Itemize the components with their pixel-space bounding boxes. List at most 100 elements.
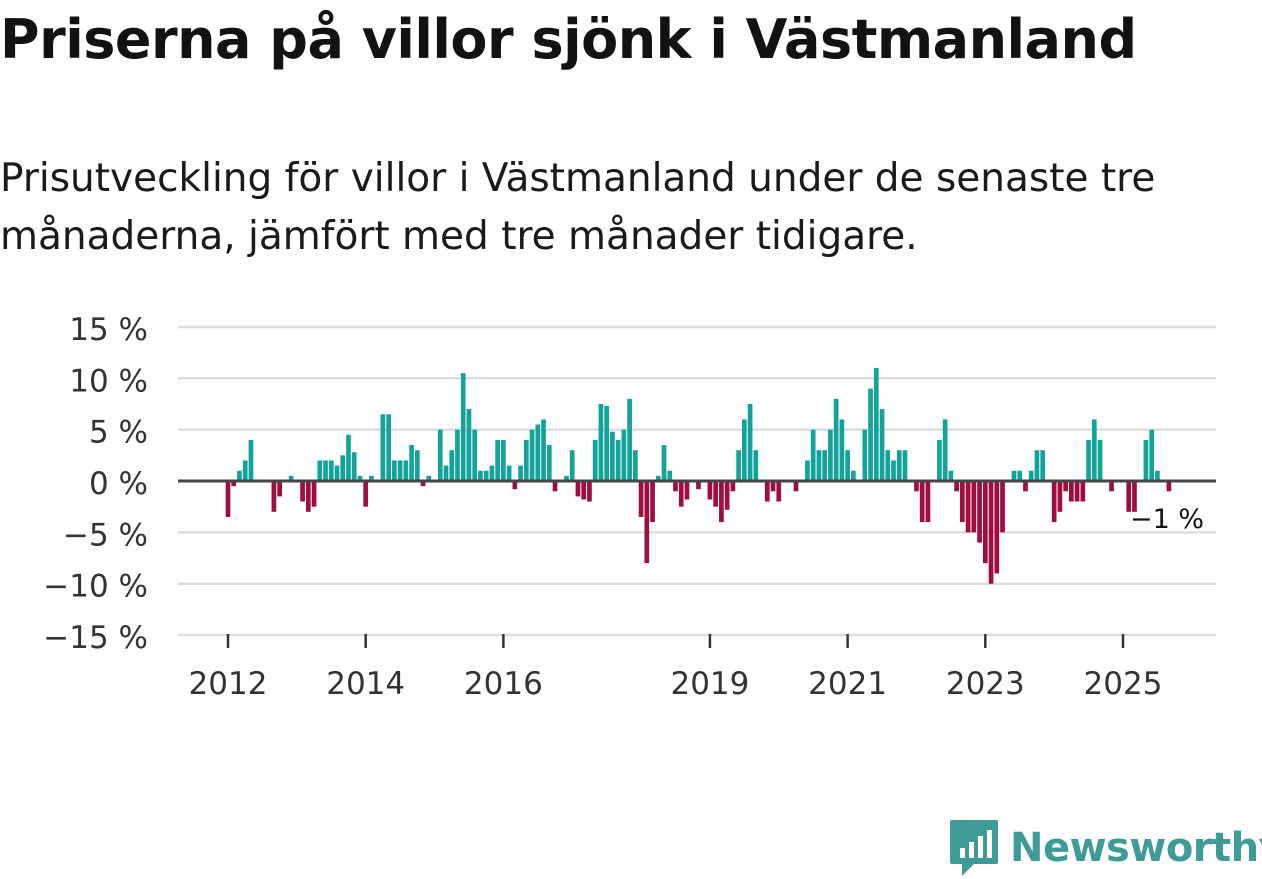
bar <box>673 481 678 492</box>
bar <box>902 450 908 481</box>
bar <box>661 445 667 482</box>
bar <box>1155 470 1160 481</box>
bar <box>696 481 701 490</box>
bar <box>569 450 575 481</box>
bar-chart: 15 % 10 % 5 % 0 % −5 % −10 % −15 % 2012 2014 2016… <box>43 312 1216 702</box>
bar <box>1080 481 1086 502</box>
bar <box>764 481 770 502</box>
bar <box>334 465 340 481</box>
bar <box>495 439 500 481</box>
bar <box>965 481 971 533</box>
bar <box>587 481 592 502</box>
bar <box>460 373 466 481</box>
y-tick-label: −15 % <box>43 620 148 656</box>
bar <box>747 403 753 481</box>
bar <box>604 406 609 481</box>
axis-layer: 15 % 10 % 5 % 0 % −5 % −10 % −15 % 2012 2014 2016… <box>43 312 1216 702</box>
x-tick-label: 2023 <box>946 666 1025 702</box>
bar <box>472 429 478 481</box>
bar <box>535 424 541 481</box>
bar <box>541 419 546 481</box>
bar <box>1051 481 1057 523</box>
bar <box>455 429 460 481</box>
bar <box>868 388 873 481</box>
bar <box>1040 450 1046 481</box>
bar <box>1000 481 1005 533</box>
bar <box>346 434 351 481</box>
bar <box>248 439 254 481</box>
bar <box>610 431 615 481</box>
x-tick-label: 2025 <box>1084 666 1163 702</box>
y-tick-label: −5 % <box>63 517 148 553</box>
bar <box>879 409 885 481</box>
bar <box>512 481 518 490</box>
bar <box>369 475 374 481</box>
bar <box>529 429 535 481</box>
bar <box>971 481 977 533</box>
bar <box>1143 439 1149 481</box>
bar <box>736 450 741 481</box>
bar <box>1023 481 1028 492</box>
bar <box>770 481 776 492</box>
x-tick-label: 2012 <box>189 666 268 702</box>
bar <box>478 470 483 481</box>
bar <box>822 450 828 481</box>
bar <box>873 368 879 481</box>
bar <box>449 450 455 481</box>
bar <box>363 481 369 507</box>
bar <box>707 481 713 500</box>
chart-subtitle: Prisutveckling för villor i Västmanland … <box>0 156 1156 259</box>
y-tick-label: −10 % <box>43 569 148 605</box>
chart-title: Priserna på villor sjönk i Västmanland <box>0 8 1137 71</box>
bar <box>311 481 317 507</box>
bar <box>833 398 839 481</box>
x-tick-label: 2014 <box>326 666 405 702</box>
bar <box>982 481 988 564</box>
bar <box>862 429 868 481</box>
bar <box>925 481 931 523</box>
bar <box>443 465 449 481</box>
bar <box>1086 439 1091 481</box>
grid-layer <box>178 325 1216 637</box>
bar <box>552 481 558 492</box>
bar <box>386 414 391 481</box>
bar <box>1028 470 1034 481</box>
bar <box>724 481 730 510</box>
bar <box>564 475 569 481</box>
bar <box>793 481 799 492</box>
bar <box>523 439 529 481</box>
bar <box>489 465 495 481</box>
bar <box>397 460 403 481</box>
y-tick-label: 15 % <box>69 312 148 348</box>
bar <box>942 419 948 481</box>
bar <box>719 481 724 523</box>
bar <box>891 460 896 481</box>
bar <box>518 465 523 481</box>
bar <box>638 481 644 517</box>
bar <box>776 481 782 502</box>
bar <box>1057 481 1063 512</box>
bar <box>271 481 277 512</box>
bar <box>839 419 845 481</box>
bar <box>575 481 581 497</box>
bar <box>340 455 346 481</box>
bar <box>1069 481 1074 502</box>
bar <box>437 429 443 481</box>
bar <box>237 470 242 481</box>
bar <box>948 470 954 481</box>
bar <box>328 460 334 481</box>
bar <box>896 450 902 481</box>
bar <box>1149 429 1155 481</box>
bar <box>414 450 420 481</box>
bar <box>644 481 650 564</box>
newsworthy-logo: Newsworthy <box>948 818 1262 878</box>
bar <box>741 419 747 481</box>
bar <box>851 470 856 481</box>
bar <box>816 450 822 481</box>
bar <box>650 481 655 523</box>
last-value-label: −1 % <box>1130 504 1204 535</box>
bar <box>828 429 833 481</box>
bar <box>1011 470 1017 481</box>
bar <box>919 481 925 523</box>
bar <box>667 470 673 481</box>
